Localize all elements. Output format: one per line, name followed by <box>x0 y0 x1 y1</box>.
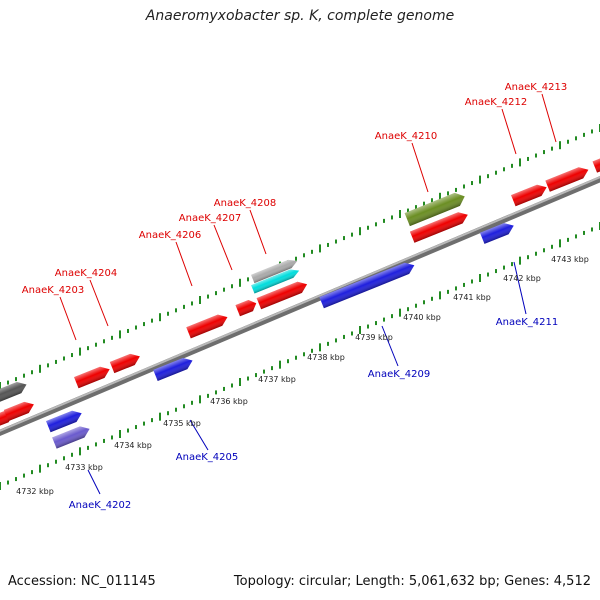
position-label: 4738 kbp <box>307 353 345 362</box>
gene-arrow-reverse <box>46 410 82 433</box>
gene-label-leader-line <box>89 279 109 327</box>
gene-arrow-gray-edge <box>0 381 27 406</box>
gene-arrow-forward <box>256 281 308 310</box>
gene-arrow-forward-shading <box>256 281 308 310</box>
gene-label-leader-line <box>501 108 517 155</box>
gene-arrow-forward-shading <box>74 366 110 389</box>
position-label: 4732 kbp <box>16 487 54 496</box>
gene-arrow-olive <box>404 192 465 227</box>
position-label: 4735 kbp <box>163 419 201 428</box>
gene-label-leader-line <box>541 93 557 143</box>
gene-arrow-reverse-shading <box>153 357 193 382</box>
gene-arrow-forward <box>235 299 257 317</box>
position-label: 4739 kbp <box>355 333 393 342</box>
gene-arrow-lavender-shading <box>52 426 90 449</box>
gene-label-leader-line <box>59 296 77 341</box>
gene-label: AnaeK_4213 <box>505 82 567 93</box>
gene-arrow-forward-shading <box>235 299 257 317</box>
map-title: Anaeromyxobacter sp. K, complete genome <box>145 8 455 24</box>
position-label: 4741 kbp <box>453 293 491 302</box>
gene-arrow-cyan <box>251 269 300 294</box>
gene-arrow-forward <box>74 366 110 389</box>
gene-arrow-gray-shading <box>251 259 298 284</box>
gene-label: AnaeK_4209 <box>368 369 430 380</box>
gene-label: AnaeK_4204 <box>55 268 117 279</box>
topology-text: Topology: circular; Length: 5,061,632 bp… <box>233 574 591 589</box>
gene-arrow-forward-shading <box>186 314 228 339</box>
gene-label-leader-line <box>189 419 209 451</box>
position-label: 4737 kbp <box>258 375 296 384</box>
gene-arrow-forward-shading <box>409 212 468 243</box>
position-label: 4733 kbp <box>65 463 103 472</box>
gene-label-leader-line <box>213 224 233 271</box>
gene-label: AnaeK_4205 <box>176 452 238 463</box>
gene-arrow-reverse-shading <box>319 262 415 309</box>
gene-arrow-reverse-shading <box>479 223 514 244</box>
gene-label: AnaeK_4202 <box>69 500 131 511</box>
gene-arrow-forward <box>545 167 589 192</box>
position-label: 4740 kbp <box>403 313 441 322</box>
gene-arrow-gray <box>251 259 298 284</box>
gene-label-leader-line <box>175 241 193 287</box>
gene-arrow-reverse <box>153 357 193 382</box>
position-label: 4743 kbp <box>551 255 589 264</box>
gene-arrow-cyan-shading <box>251 269 300 294</box>
gene-label-leader-line <box>249 209 267 255</box>
gene-arrow-forward-shading <box>3 401 34 422</box>
gene-arrow-forward <box>0 411 14 432</box>
gene-arrow-lavender <box>52 426 90 449</box>
gene-arrow-olive-shading <box>404 192 465 227</box>
gene-label: AnaeK_4208 <box>214 198 276 209</box>
accession-text: Accession: NC_011145 <box>8 574 156 589</box>
gene-arrow-forward <box>186 314 228 339</box>
gene-arrow-forward-shading <box>109 353 140 374</box>
gene-arrow-forward-shading <box>511 184 547 207</box>
gene-arrow-reverse <box>319 262 415 309</box>
genome-backbone <box>0 176 600 432</box>
gene-arrow-forward <box>3 401 34 422</box>
gene-label: AnaeK_4206 <box>139 230 201 241</box>
position-label: 4736 kbp <box>210 397 248 406</box>
gene-label: AnaeK_4211 <box>496 317 558 328</box>
gene-label-leader-line <box>513 261 527 315</box>
gene-arrow-gray-edge-shading <box>0 381 27 406</box>
position-label: 4734 kbp <box>114 441 152 450</box>
gene-label-leader-line <box>411 142 429 193</box>
gene-arrow-reverse-shading <box>46 410 82 433</box>
gene-label: AnaeK_4212 <box>465 97 527 108</box>
gene-arrow-reverse <box>479 223 514 244</box>
gene-label-leader-line <box>381 325 399 367</box>
gene-arrow-forward-shading <box>545 167 589 192</box>
gene-arrow-forward <box>409 212 468 243</box>
gene-label-leader-line <box>87 469 101 495</box>
gene-label: AnaeK_4210 <box>375 131 437 142</box>
gene-arrow-forward <box>511 184 547 207</box>
gene-label: AnaeK_4207 <box>179 213 241 224</box>
gene-label: AnaeK_4203 <box>22 285 84 296</box>
gene-arrow-forward <box>592 155 600 173</box>
gene-arrow-forward-shading <box>0 411 14 432</box>
position-label: 4742 kbp <box>503 274 541 283</box>
gene-arrow-forward <box>109 353 140 374</box>
gene-arrow-forward-shading <box>592 155 600 173</box>
genome-backbone-shadow <box>0 175 600 437</box>
